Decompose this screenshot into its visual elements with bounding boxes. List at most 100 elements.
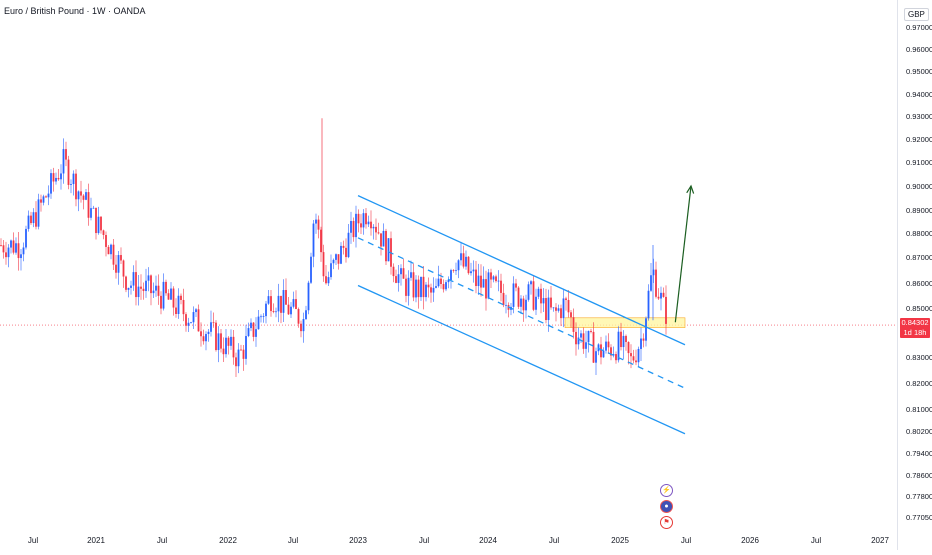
y-tick-label: 0.80200 xyxy=(906,427,932,436)
channel-middle-line[interactable] xyxy=(357,237,686,389)
candle-body xyxy=(467,256,470,274)
candle-body xyxy=(197,309,200,332)
candle-body xyxy=(142,288,145,292)
candle-body xyxy=(182,299,185,315)
candle-body xyxy=(477,275,480,287)
candle-body xyxy=(355,213,357,238)
candle-body xyxy=(7,247,10,258)
x-tick-label: Jul xyxy=(549,536,559,545)
candle-body xyxy=(30,215,32,224)
candle-body xyxy=(302,319,305,332)
candle-body xyxy=(540,288,542,304)
candle-body xyxy=(600,344,602,358)
support-zone[interactable] xyxy=(564,317,686,328)
candle-body xyxy=(445,282,447,290)
candle-body xyxy=(227,337,230,346)
candle-body xyxy=(167,293,170,300)
candle-body xyxy=(110,244,112,255)
candle-body xyxy=(482,279,485,288)
candle-body xyxy=(587,330,590,343)
candle-body xyxy=(212,322,215,324)
candle-body xyxy=(122,260,125,277)
candle-body xyxy=(350,221,352,233)
candle-body xyxy=(147,275,150,281)
projection-arrow-head[interactable] xyxy=(686,184,695,194)
candle-body xyxy=(105,234,107,247)
candle-body xyxy=(57,177,60,180)
candle-body xyxy=(127,287,130,290)
y-tick-label: 0.77050 xyxy=(906,513,932,522)
candle-body xyxy=(617,331,620,361)
candle-body xyxy=(160,295,162,309)
candle-body xyxy=(102,230,105,235)
candle-body xyxy=(252,322,255,337)
lightning-icon[interactable]: ⚡ xyxy=(660,484,673,497)
flag-icon[interactable]: ⚑ xyxy=(660,516,673,529)
globe-icon[interactable]: ● xyxy=(660,500,673,513)
candle-body xyxy=(287,304,290,315)
candle-body xyxy=(245,336,247,359)
candle-body xyxy=(367,221,370,225)
candle-body xyxy=(55,177,57,182)
candle-body xyxy=(237,349,240,367)
channel-lower-line[interactable] xyxy=(357,284,686,435)
candle-body xyxy=(2,245,5,253)
currency-label[interactable]: GBP xyxy=(904,8,929,21)
candle-body xyxy=(452,270,455,271)
candle-body xyxy=(427,284,430,288)
candle-body xyxy=(187,322,190,326)
y-tick-label: 0.96000 xyxy=(906,45,932,54)
candle-body xyxy=(257,316,260,330)
candle-body xyxy=(442,284,445,290)
candle-body xyxy=(180,295,182,300)
x-tick-label: Jul xyxy=(811,536,821,545)
candle-body xyxy=(215,322,217,351)
candle-body xyxy=(487,272,490,299)
candle-body xyxy=(535,296,537,310)
candle-body xyxy=(177,295,180,314)
candle-body xyxy=(402,268,405,279)
candle-body xyxy=(552,307,555,309)
current-price-tag: 0.84302 1d 18h xyxy=(900,318,930,338)
candle-body xyxy=(550,297,552,308)
candle-body xyxy=(37,199,40,227)
candle-body xyxy=(397,274,400,283)
candle-body xyxy=(415,279,417,298)
candle-body xyxy=(42,196,45,203)
candle-body xyxy=(512,283,515,307)
candle-body xyxy=(630,353,632,357)
candle-body xyxy=(327,277,330,284)
candle-body xyxy=(592,331,595,363)
candle-body xyxy=(497,280,500,282)
candle-body xyxy=(120,255,122,261)
channel-upper-line[interactable] xyxy=(357,195,686,346)
y-tick-label: 0.90000 xyxy=(906,182,932,191)
projection-arrow-line[interactable] xyxy=(674,185,692,323)
candle-body xyxy=(272,311,275,312)
candle-body xyxy=(210,322,212,332)
candle-body xyxy=(620,331,622,348)
candle-body xyxy=(265,303,267,317)
candle-body xyxy=(12,240,15,253)
candle-body xyxy=(277,295,280,312)
candle-body xyxy=(645,318,647,341)
candle-body xyxy=(152,290,155,294)
candle-body xyxy=(642,338,645,341)
candle-body xyxy=(495,276,497,282)
candle-body xyxy=(345,247,347,258)
x-tick-label: Jul xyxy=(288,536,298,545)
candle-body xyxy=(72,173,75,185)
candle-body xyxy=(655,269,657,297)
candle-body xyxy=(547,297,550,321)
candle-body xyxy=(365,213,367,225)
price-axis-separator xyxy=(897,0,898,550)
candle-body xyxy=(522,298,525,311)
candle-body xyxy=(360,223,362,228)
candle-body xyxy=(435,286,437,288)
candle-body xyxy=(305,310,307,320)
candle-body xyxy=(100,216,102,231)
candle-body xyxy=(225,337,227,355)
candle-body xyxy=(112,244,115,265)
